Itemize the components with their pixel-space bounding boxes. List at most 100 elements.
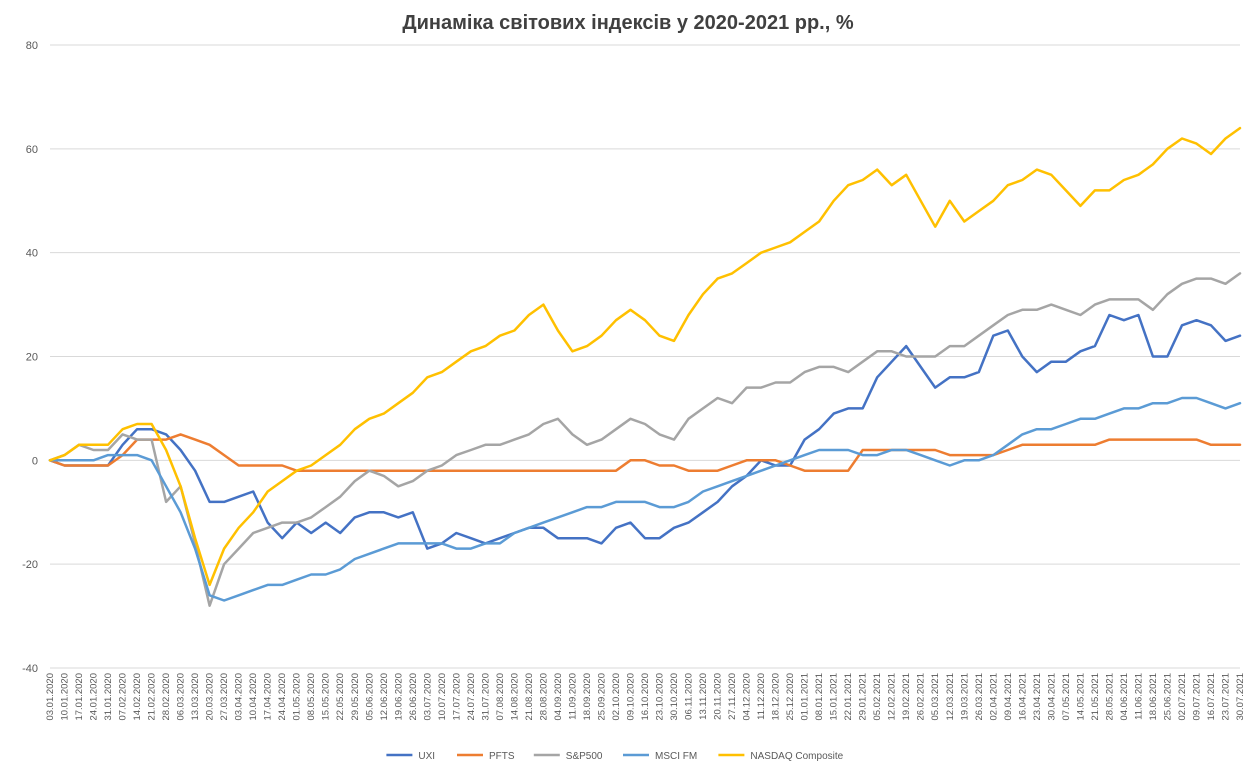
x-tick-label: 16.07.2021 [1206, 673, 1217, 721]
chart-title: Динаміка світових індексів у 2020-2021 р… [402, 12, 854, 34]
x-tick-label: 14.05.2021 [1075, 673, 1086, 721]
x-tick-label: 14.08.2020 [509, 673, 520, 721]
x-tick-label: 10.04.2020 [248, 673, 259, 721]
legend-label: PFTS [489, 751, 515, 762]
x-tick-label: 11.12.2020 [756, 673, 767, 720]
x-tick-label: 02.07.2021 [1177, 673, 1188, 721]
x-tick-label: 01.05.2020 [292, 673, 303, 721]
x-tick-label: 05.02.2021 [872, 673, 883, 721]
x-tick-label: 04.06.2021 [1119, 673, 1130, 721]
x-tick-label: 16.10.2020 [640, 673, 651, 721]
y-tick-label: -20 [22, 559, 38, 571]
x-tick-label: 04.09.2020 [553, 673, 564, 721]
x-tick-label: 21.08.2020 [524, 673, 535, 721]
x-tick-label: 25.06.2021 [1162, 673, 1173, 721]
x-tick-label: 03.04.2020 [234, 673, 245, 721]
y-tick-label: 60 [26, 144, 38, 156]
x-tick-label: 30.10.2020 [669, 673, 680, 721]
x-tick-label: 26.06.2020 [408, 673, 419, 721]
x-tick-label: 18.06.2021 [1148, 673, 1159, 721]
x-tick-label: 13.03.2020 [190, 673, 201, 721]
x-tick-label: 31.07.2020 [480, 673, 491, 721]
x-tick-label: 27.11.2020 [727, 673, 738, 720]
x-tick-label: 01.01.2021 [800, 673, 811, 721]
x-tick-label: 07.02.2020 [118, 673, 129, 721]
x-tick-label: 23.04.2021 [1032, 673, 1043, 721]
x-tick-label: 15.01.2021 [829, 673, 840, 721]
x-tick-label: 16.04.2021 [1017, 673, 1028, 721]
series-line-4 [48, 126, 1242, 587]
x-tick-label: 18.12.2020 [771, 673, 782, 721]
x-tick-label: 24.01.2020 [89, 673, 100, 721]
x-tick-label: 30.04.2021 [1046, 673, 1057, 721]
x-tick-label: 12.06.2020 [379, 673, 390, 721]
x-tick-label: 23.10.2020 [655, 673, 666, 721]
x-tick-label: 03.07.2020 [422, 673, 433, 721]
x-tick-label: 08.01.2021 [814, 673, 825, 721]
x-tick-label: 23.07.2021 [1220, 673, 1231, 721]
x-tick-label: 29.01.2021 [858, 673, 869, 721]
x-tick-label: 08.05.2020 [306, 673, 317, 721]
x-tick-label: 11.06.2021 [1133, 673, 1144, 720]
x-tick-label: 15.05.2020 [321, 673, 332, 721]
y-tick-label: 0 [32, 455, 38, 467]
x-tick-label: 24.04.2020 [277, 673, 288, 721]
legend-label: MSCI FM [655, 751, 697, 762]
x-tick-label: 28.02.2020 [161, 673, 172, 721]
x-tick-label: 17.04.2020 [263, 673, 274, 721]
x-tick-label: 31.01.2020 [103, 673, 114, 721]
x-tick-label: 07.05.2021 [1061, 673, 1072, 721]
x-tick-label: 05.03.2021 [930, 673, 941, 721]
x-tick-label: 24.07.2020 [466, 673, 477, 721]
x-tick-label: 06.03.2020 [176, 673, 187, 721]
x-tick-label: 28.05.2021 [1104, 673, 1115, 721]
x-tick-label: 13.11.2020 [698, 673, 709, 720]
x-tick-label: 11.09.2020 [567, 673, 578, 720]
x-tick-label: 20.03.2020 [205, 673, 216, 721]
x-tick-label: 10.01.2020 [60, 673, 71, 721]
y-tick-label: 40 [26, 248, 38, 260]
x-tick-label: 04.12.2020 [742, 673, 753, 721]
x-tick-label: 30.07.2021 [1235, 673, 1246, 721]
x-tick-label: 07.08.2020 [495, 673, 506, 721]
x-tick-label: 02.04.2021 [988, 673, 999, 721]
x-tick-label: 21.02.2020 [147, 673, 158, 721]
x-tick-label: 17.01.2020 [74, 673, 85, 721]
x-tick-label: 19.06.2020 [393, 673, 404, 721]
x-tick-label: 17.07.2020 [451, 673, 462, 721]
x-tick-label: 18.09.2020 [582, 673, 593, 721]
x-tick-label: 09.04.2021 [1003, 673, 1014, 721]
x-tick-label: 26.02.2021 [916, 673, 927, 721]
x-tick-label: 25.12.2020 [785, 673, 796, 721]
x-tick-label: 06.11.2020 [684, 673, 695, 720]
x-tick-label: 25.09.2020 [596, 673, 607, 721]
legend-label: UXI [418, 751, 435, 762]
series-line-2 [48, 272, 1242, 607]
x-tick-label: 29.05.2020 [350, 673, 361, 721]
x-tick-label: 12.03.2021 [945, 673, 956, 721]
y-tick-label: 80 [26, 40, 38, 52]
x-tick-label: 14.02.2020 [132, 673, 143, 721]
x-tick-label: 21.05.2021 [1090, 673, 1101, 721]
x-tick-label: 26.03.2021 [974, 673, 985, 721]
x-tick-label: 19.03.2021 [959, 673, 970, 721]
x-tick-label: 19.02.2021 [901, 673, 912, 721]
x-tick-label: 03.01.2020 [45, 673, 56, 721]
series-line-1 [48, 433, 1242, 472]
series-line-0 [48, 313, 1242, 550]
y-tick-label: 20 [26, 352, 38, 364]
x-tick-label: 22.05.2020 [335, 673, 346, 721]
x-tick-label: 20.11.2020 [713, 673, 724, 720]
y-tick-label: -40 [22, 663, 38, 675]
legend-label: S&P500 [566, 751, 603, 762]
x-tick-label: 02.10.2020 [611, 673, 622, 721]
x-tick-label: 22.01.2021 [843, 673, 854, 721]
x-tick-label: 27.03.2020 [219, 673, 230, 721]
x-tick-label: 12.02.2021 [887, 673, 898, 721]
x-tick-label: 10.07.2020 [437, 673, 448, 721]
x-tick-label: 28.08.2020 [538, 673, 549, 721]
x-tick-label: 09.10.2020 [625, 673, 636, 721]
series-line-3 [48, 396, 1242, 602]
